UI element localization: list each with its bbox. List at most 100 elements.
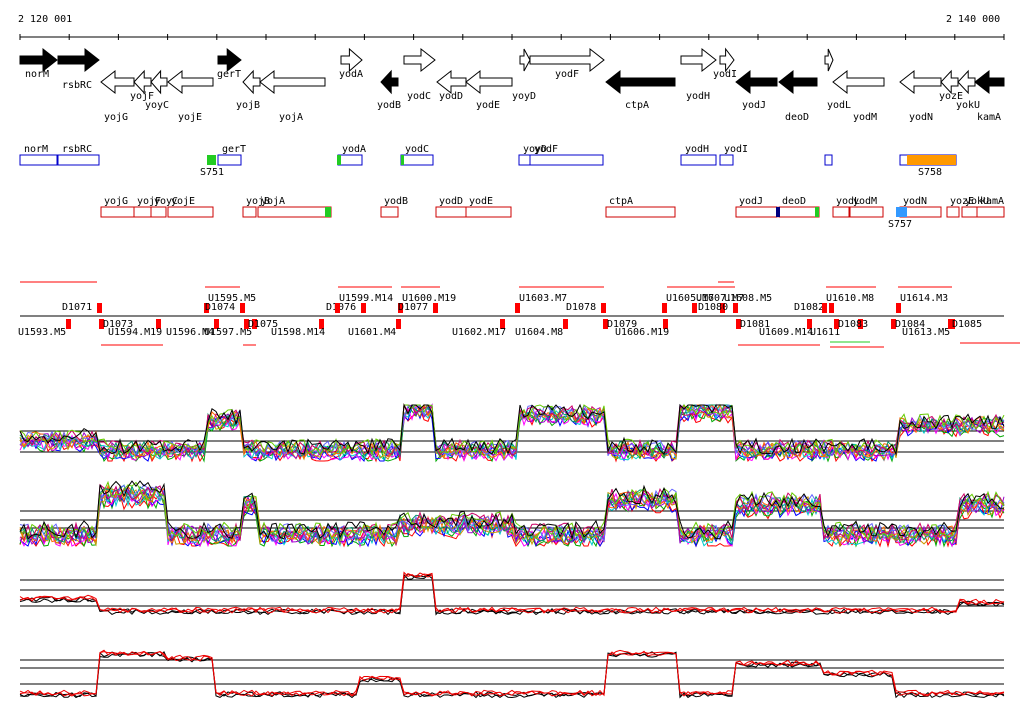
gene-arrow-yodm bbox=[832, 69, 885, 95]
operon-minus-box bbox=[778, 206, 820, 218]
gene-arrow-yodd bbox=[436, 69, 467, 95]
segment-marker bbox=[398, 303, 403, 313]
gene-label: yodE bbox=[476, 100, 500, 111]
operon-plus-box bbox=[57, 154, 100, 166]
operon-minus-label: yojA bbox=[261, 196, 285, 207]
segment-marker bbox=[692, 303, 697, 313]
segment-label: D1073 bbox=[103, 319, 133, 330]
operon-plus-label: yodF bbox=[534, 144, 558, 155]
segment-marker bbox=[252, 319, 257, 329]
gene-arrow-yodc bbox=[403, 47, 436, 73]
operon-minus-box bbox=[849, 206, 884, 218]
gene-label: yodC bbox=[407, 91, 431, 102]
gene-label: yodA bbox=[339, 69, 363, 80]
operon-minus-box bbox=[150, 206, 167, 218]
segment-marker bbox=[834, 319, 839, 329]
segment-label: U1603.M7 bbox=[519, 293, 567, 304]
profile-trace bbox=[19, 571, 1005, 613]
site-track: S751 S758 S757 bbox=[200, 155, 956, 230]
segment-label: U1600.M19 bbox=[402, 293, 456, 304]
segment-marker bbox=[829, 303, 834, 313]
segment-marker bbox=[396, 319, 401, 329]
operon-plus-box bbox=[719, 154, 734, 166]
gene-arrow-norm bbox=[19, 47, 58, 73]
gene-arrow-rsbrc bbox=[57, 47, 100, 73]
operon-minus-label: yodB bbox=[384, 196, 408, 207]
operon-plus-box bbox=[680, 154, 717, 166]
operon-minus-box bbox=[242, 206, 257, 218]
operon-minus-label: yojB bbox=[246, 196, 270, 207]
segment-label: U1609.M14 bbox=[759, 327, 813, 338]
segment-label: D1084 bbox=[895, 319, 925, 330]
operon-minus-box bbox=[976, 206, 1005, 218]
segment-marker bbox=[66, 319, 71, 329]
site-marker bbox=[896, 207, 907, 217]
segment-label: D1079 bbox=[607, 319, 637, 330]
gene-label: rsbRC bbox=[62, 80, 92, 91]
gene-label: yozE bbox=[939, 91, 963, 102]
operon-minus-label: yojE bbox=[171, 196, 195, 207]
segment-label: U1599.M14 bbox=[339, 293, 393, 304]
operon-minus-label: yoyC bbox=[154, 196, 178, 207]
profile-trace bbox=[19, 572, 1005, 614]
segment-marker bbox=[807, 319, 812, 329]
profile-trace bbox=[19, 484, 1005, 545]
gene-label: kamA bbox=[977, 112, 1001, 123]
gene-label: yoyD bbox=[512, 91, 536, 102]
segment-marker bbox=[515, 303, 520, 313]
gene-label: yokU bbox=[956, 100, 980, 111]
gene-label: yojF bbox=[130, 91, 154, 102]
operon-minus-label: deoD bbox=[782, 196, 806, 207]
operon-minus-label: yokU bbox=[965, 196, 989, 207]
segment-label: U1610.M8 bbox=[826, 293, 874, 304]
gene-arrow-kama bbox=[974, 69, 1005, 95]
operon-plus-label: yodC bbox=[405, 144, 429, 155]
profile-trace bbox=[19, 403, 1005, 461]
profile-trace bbox=[19, 573, 1005, 616]
operon-plus-box bbox=[337, 154, 363, 166]
operon-minus-box bbox=[133, 206, 152, 218]
segment-label: U1611 bbox=[810, 327, 840, 338]
segment-label: U1595.M5 bbox=[208, 293, 256, 304]
gene-arrow-yojf bbox=[133, 69, 152, 95]
summary-profile-plus bbox=[19, 571, 1005, 616]
segment-label: D1085 bbox=[952, 319, 982, 330]
gene-arrow-yodl bbox=[824, 48, 834, 72]
gene-label: ctpA bbox=[625, 100, 649, 111]
operon-minus-box bbox=[605, 206, 676, 218]
profile-trace bbox=[19, 403, 1005, 457]
operon-plus-box bbox=[518, 154, 531, 166]
gene-arrow-yojb bbox=[242, 69, 261, 95]
profile-trace bbox=[19, 649, 1005, 697]
segment-marker bbox=[663, 319, 668, 329]
segment-label: D1082 bbox=[794, 302, 824, 313]
segment-marker bbox=[736, 319, 741, 329]
segment-label: U1607.M7 bbox=[696, 293, 744, 304]
gene-label: yoyC bbox=[145, 100, 169, 111]
segment-label: D1083 bbox=[838, 319, 868, 330]
gene-arrow-yoku bbox=[957, 69, 976, 95]
segment-marker bbox=[662, 303, 667, 313]
profile-trace bbox=[19, 480, 1005, 540]
segment-label: D1080 bbox=[698, 302, 728, 313]
operon-minus-box bbox=[465, 206, 512, 218]
gene-label: yojB bbox=[236, 100, 260, 111]
segment-label: D1078 bbox=[566, 302, 596, 313]
segment-marker bbox=[335, 303, 340, 313]
segment-marker bbox=[214, 319, 219, 329]
gene-arrow-yodn bbox=[899, 69, 942, 95]
gene-label: deoD bbox=[785, 112, 809, 123]
segment-marker bbox=[822, 303, 827, 313]
operon-minus-label: yodJ bbox=[739, 196, 763, 207]
segment-label: U1601.M4 bbox=[348, 327, 396, 338]
operon-cap bbox=[325, 207, 331, 217]
gene-arrow-yoda bbox=[340, 47, 363, 73]
segment-label: D1071 bbox=[62, 302, 92, 313]
operon-minus-label: kamA bbox=[980, 196, 1004, 207]
coord-end-label: 2 140 000 bbox=[946, 14, 1000, 25]
segment-marker bbox=[361, 303, 366, 313]
segment-label: U1608.M5 bbox=[724, 293, 772, 304]
operon-minus-box bbox=[832, 206, 850, 218]
gene-arrow-yode bbox=[465, 69, 513, 95]
